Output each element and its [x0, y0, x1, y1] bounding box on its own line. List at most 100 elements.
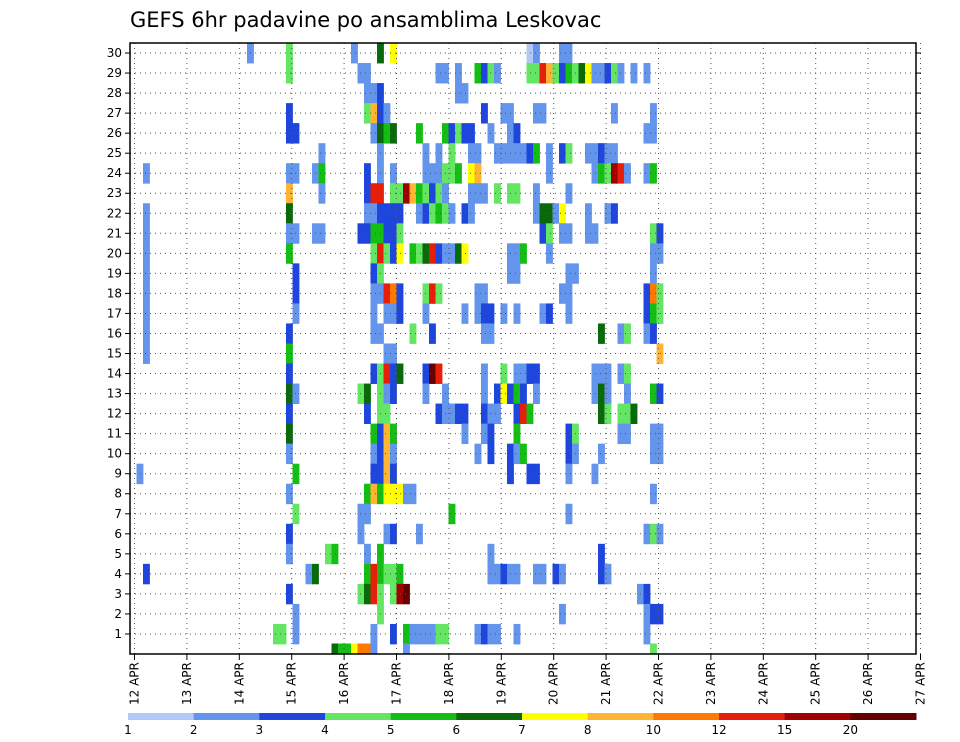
heatmap-cell	[396, 223, 404, 244]
heatmap-cell	[286, 163, 293, 184]
heatmap-cell	[390, 303, 397, 324]
heatmap-cell	[396, 483, 404, 505]
heatmap-cell	[513, 563, 521, 585]
heatmap-cell	[611, 103, 618, 124]
heatmap-cell	[546, 143, 553, 164]
heatmap-cell	[286, 343, 293, 364]
heatmap-cell	[364, 563, 371, 585]
heatmap-cell	[416, 623, 423, 645]
heatmap-cell	[656, 303, 664, 324]
heatmap-cell	[513, 123, 521, 144]
heatmap-cell	[598, 323, 605, 344]
colorbar-segment	[325, 713, 392, 720]
heatmap-cell	[286, 403, 293, 425]
heatmap-cell	[143, 223, 150, 244]
heatmap-cell	[364, 543, 371, 565]
heatmap-cell	[513, 303, 521, 324]
heatmap-cell	[396, 203, 404, 224]
heatmap-cell	[650, 263, 657, 284]
heatmap-cell	[533, 143, 540, 164]
heatmap-cell	[611, 63, 618, 84]
heatmap-cell	[429, 203, 436, 224]
heatmap-cell	[494, 403, 501, 425]
heatmap-cell	[435, 283, 443, 304]
heatmap-cell	[448, 163, 456, 184]
heatmap-cell	[364, 483, 371, 505]
heatmap-cell	[565, 143, 573, 164]
heatmap-cell	[370, 263, 378, 284]
heatmap-cell	[650, 303, 657, 324]
heatmap-cell	[136, 463, 144, 485]
heatmap-cell	[513, 183, 521, 204]
heatmap-cell	[565, 423, 573, 445]
heatmap-cell	[559, 203, 566, 224]
heatmap-cell	[364, 103, 371, 124]
heatmap-cell	[286, 483, 293, 505]
heatmap-cell	[409, 483, 417, 505]
colorbar-label: 2	[190, 723, 198, 737]
y-tick-label: 30	[107, 46, 122, 60]
heatmap-cell	[318, 143, 326, 164]
heatmap-cell	[591, 163, 599, 184]
heatmap-cell	[370, 123, 378, 144]
heatmap-cell	[435, 163, 443, 184]
heatmap-cell	[591, 363, 599, 384]
heatmap-cell	[598, 403, 605, 425]
heatmap-cell	[656, 423, 664, 445]
heatmap-cell	[500, 303, 508, 324]
x-tick-label: 27 APR	[914, 662, 928, 705]
heatmap-cell	[533, 43, 540, 64]
heatmap-cell	[565, 303, 573, 324]
heatmap-cell	[286, 43, 293, 64]
heatmap-cell	[448, 243, 456, 264]
heatmap-cell	[539, 203, 547, 224]
heatmap-cell	[390, 43, 397, 64]
heatmap-cell	[650, 103, 657, 124]
heatmap-cell	[331, 643, 339, 654]
heatmap-cell	[533, 463, 540, 485]
heatmap-cell	[546, 163, 553, 184]
heatmap-cell	[604, 563, 612, 585]
heatmap-cell	[474, 283, 482, 304]
heatmap-cell	[448, 403, 456, 425]
heatmap-cell	[396, 563, 404, 585]
heatmap-cell	[286, 423, 293, 445]
heatmap-cell	[598, 143, 605, 164]
heatmap-cell	[494, 143, 501, 164]
heatmap-cell	[455, 83, 462, 104]
heatmap-cell	[318, 183, 326, 204]
heatmap-cell	[383, 483, 391, 505]
colorbar-segment	[259, 713, 326, 720]
heatmap-cell	[585, 223, 592, 244]
heatmap-cell	[390, 183, 397, 204]
heatmap-cell	[526, 63, 534, 84]
heatmap-cell	[539, 303, 547, 324]
heatmap-cell	[656, 523, 664, 545]
y-tick-label: 14	[107, 367, 122, 381]
heatmap-cell	[468, 203, 475, 224]
heatmap-cell	[286, 63, 293, 84]
heatmap-cell	[643, 123, 651, 144]
x-axis: 12 APR 13 APR 14 APR 15 APR 16 APR 17 APR 18 A…	[128, 654, 928, 705]
heatmap-cell	[643, 623, 651, 645]
heatmap-cell	[286, 223, 293, 244]
heatmap-cell	[390, 223, 397, 244]
heatmap-cell	[585, 143, 592, 164]
heatmap-cell	[455, 243, 462, 264]
colorbar-segment	[850, 713, 917, 720]
heatmap-cell	[383, 563, 391, 585]
colorbar: 1 2 3 4 5 6 7 8 10 12 15 20	[124, 713, 917, 737]
heatmap-cell	[513, 403, 521, 425]
heatmap-cell	[481, 303, 488, 324]
heatmap-cell	[364, 503, 371, 525]
heatmap-cell	[390, 203, 397, 224]
heatmap-cell	[624, 323, 631, 344]
colorbar-segment	[390, 713, 457, 720]
heatmap-cell	[286, 243, 293, 264]
colorbar-segment	[587, 713, 654, 720]
heatmap-cell	[448, 123, 456, 144]
heatmap-cell	[461, 243, 469, 264]
heatmap-cell	[604, 143, 612, 164]
heatmap-cell	[520, 383, 527, 404]
heatmap-cell	[565, 63, 573, 84]
